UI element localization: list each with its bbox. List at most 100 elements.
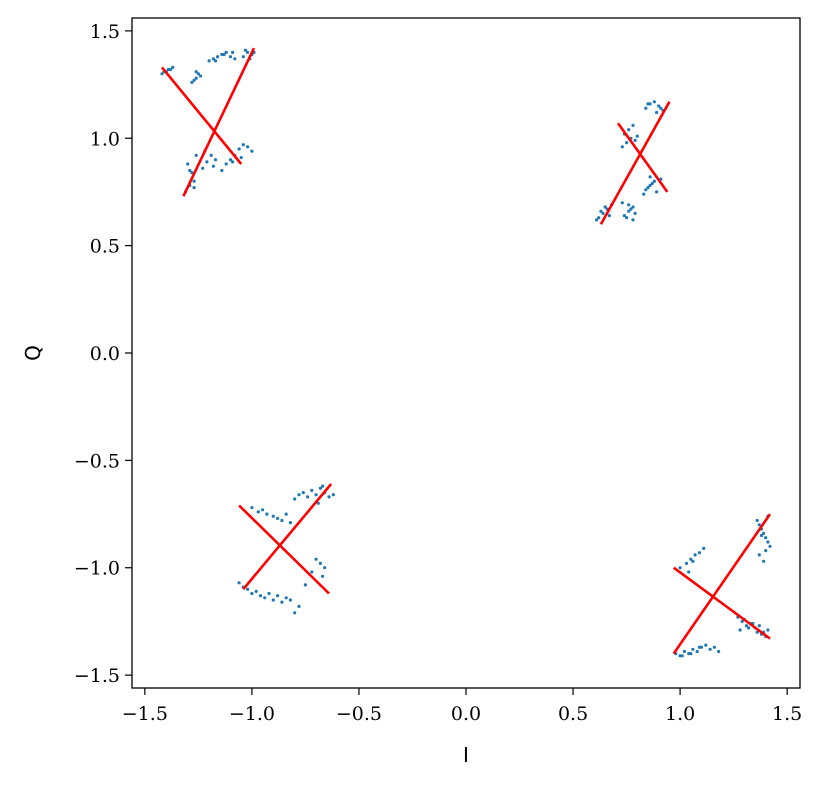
data-point [237, 581, 241, 585]
data-point [682, 649, 687, 654]
data-point [293, 497, 297, 501]
data-point [171, 65, 175, 69]
data-point [599, 209, 603, 213]
y-tick-label: 1.0 [90, 128, 120, 150]
data-point [293, 611, 297, 615]
data-point [744, 624, 749, 628]
data-point [306, 495, 310, 499]
data-point [693, 553, 697, 557]
data-point [631, 218, 635, 222]
data-point [196, 72, 200, 76]
data-point [631, 123, 635, 127]
data-point [301, 491, 305, 495]
y-axis-label: Q [21, 345, 45, 361]
data-point [695, 649, 699, 654]
data-point [625, 216, 629, 220]
data-point [228, 55, 233, 59]
data-point [188, 168, 192, 173]
y-tick-label: 0.0 [90, 343, 120, 365]
data-point [288, 521, 292, 525]
fit-line [182, 47, 256, 197]
data-point [689, 652, 693, 656]
fit-line [238, 504, 330, 595]
x-tick-label: −1.0 [229, 703, 275, 725]
data-point [648, 175, 652, 179]
data-point [310, 570, 314, 574]
x-tick-label: 1.5 [772, 703, 802, 725]
y-axis-ticks: −1.5 −1.0 −0.5 0.0 0.5 1.0 1.5 [74, 21, 132, 687]
data-point [297, 604, 301, 609]
data-point [629, 207, 633, 211]
data-point [633, 138, 637, 142]
data-point [205, 160, 209, 164]
x-tick-label: −0.5 [336, 703, 382, 725]
y-tick-label: 1.5 [90, 21, 120, 43]
data-point [231, 160, 235, 164]
data-point [635, 134, 639, 138]
data-point [190, 80, 194, 84]
data-point [194, 76, 198, 80]
data-point [659, 106, 663, 110]
data-point [740, 619, 744, 624]
data-point [303, 583, 307, 587]
data-point [271, 514, 275, 518]
x-axis-ticks: −1.5 −1.0 −0.5 0.0 0.5 1.0 1.5 [122, 688, 802, 725]
data-point [327, 495, 331, 499]
data-point [627, 128, 631, 132]
data-point [258, 594, 263, 598]
data-point [284, 512, 288, 516]
data-point [331, 493, 335, 497]
data-point [276, 594, 280, 598]
lines-layer [160, 47, 772, 655]
fit-line [672, 513, 772, 655]
data-point [650, 181, 654, 185]
data-point [192, 78, 196, 82]
data-point [246, 145, 250, 149]
data-point [691, 559, 695, 563]
data-point [194, 70, 198, 74]
data-point [691, 647, 695, 651]
data-point [194, 153, 198, 157]
data-point [627, 209, 631, 213]
fit-line [160, 66, 243, 165]
data-point [766, 628, 770, 632]
data-point [697, 645, 702, 649]
data-point [276, 516, 280, 521]
data-point [601, 211, 605, 215]
data-point [757, 553, 761, 557]
data-point [216, 55, 220, 59]
data-point [717, 649, 721, 654]
data-point [288, 598, 292, 602]
data-point [198, 74, 203, 78]
data-point [321, 484, 325, 488]
data-point [265, 512, 269, 516]
points-layer [160, 48, 772, 658]
data-point [168, 67, 173, 72]
data-point [646, 186, 650, 190]
data-point [237, 147, 241, 151]
data-point [631, 205, 635, 209]
data-point [314, 493, 318, 497]
data-point [284, 596, 288, 600]
data-point [224, 50, 228, 55]
data-point [768, 544, 772, 548]
fit-line [599, 101, 671, 225]
data-point [207, 59, 211, 63]
data-point [224, 162, 228, 166]
data-point [220, 52, 224, 57]
data-point [228, 158, 233, 162]
data-point [246, 50, 250, 55]
data-point [747, 626, 751, 630]
data-point [250, 506, 254, 510]
data-point [644, 188, 648, 192]
data-point [318, 561, 322, 566]
data-point [620, 201, 624, 205]
data-point [603, 205, 607, 209]
data-point [190, 171, 194, 175]
data-point [684, 561, 689, 566]
data-point [250, 591, 254, 596]
data-point [762, 531, 766, 536]
data-point [254, 589, 258, 594]
data-point [689, 557, 693, 561]
data-point [160, 72, 164, 76]
